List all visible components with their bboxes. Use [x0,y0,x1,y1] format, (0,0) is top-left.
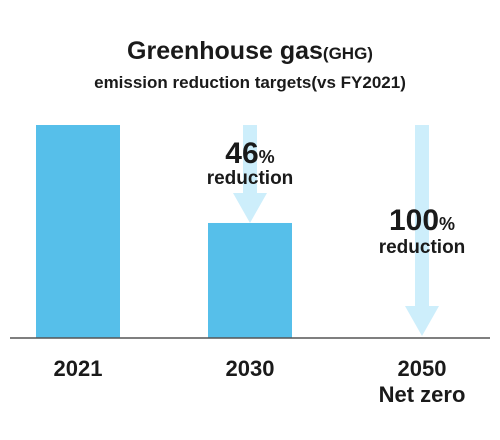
annotation-unit-2030: % [259,147,275,167]
reduction-arrow-2030 [233,125,267,223]
x-tick-label-2050: 2050 [398,356,447,381]
chart-subtitle: emission reduction targets(vs FY2021) [94,73,406,92]
reduction-arrow-2050 [405,125,439,336]
chart-title-main: Greenhouse gas [127,37,323,65]
bar-2030 [208,222,292,338]
chart-title-suffix: (GHG) [322,44,373,63]
x-tick-label-2021: 2021 [54,356,103,381]
annotation-number-2050: 100 [389,204,439,237]
x-tick-label-2030: 2030 [226,356,275,381]
annotation-value-2050: 100% [389,204,455,237]
bar-2021 [36,125,120,338]
annotation-unit-2050: % [439,214,455,234]
annotation-number-2030: 46 [225,137,258,170]
chart-title: Greenhouse gas(GHG) [0,36,500,69]
x-tick-sublabel-2050: Net zero [379,382,466,407]
annotation-text-2030: reduction [207,168,294,189]
annotation-value-2030: 46% [225,137,274,170]
annotation-text-2050: reduction [379,237,466,258]
